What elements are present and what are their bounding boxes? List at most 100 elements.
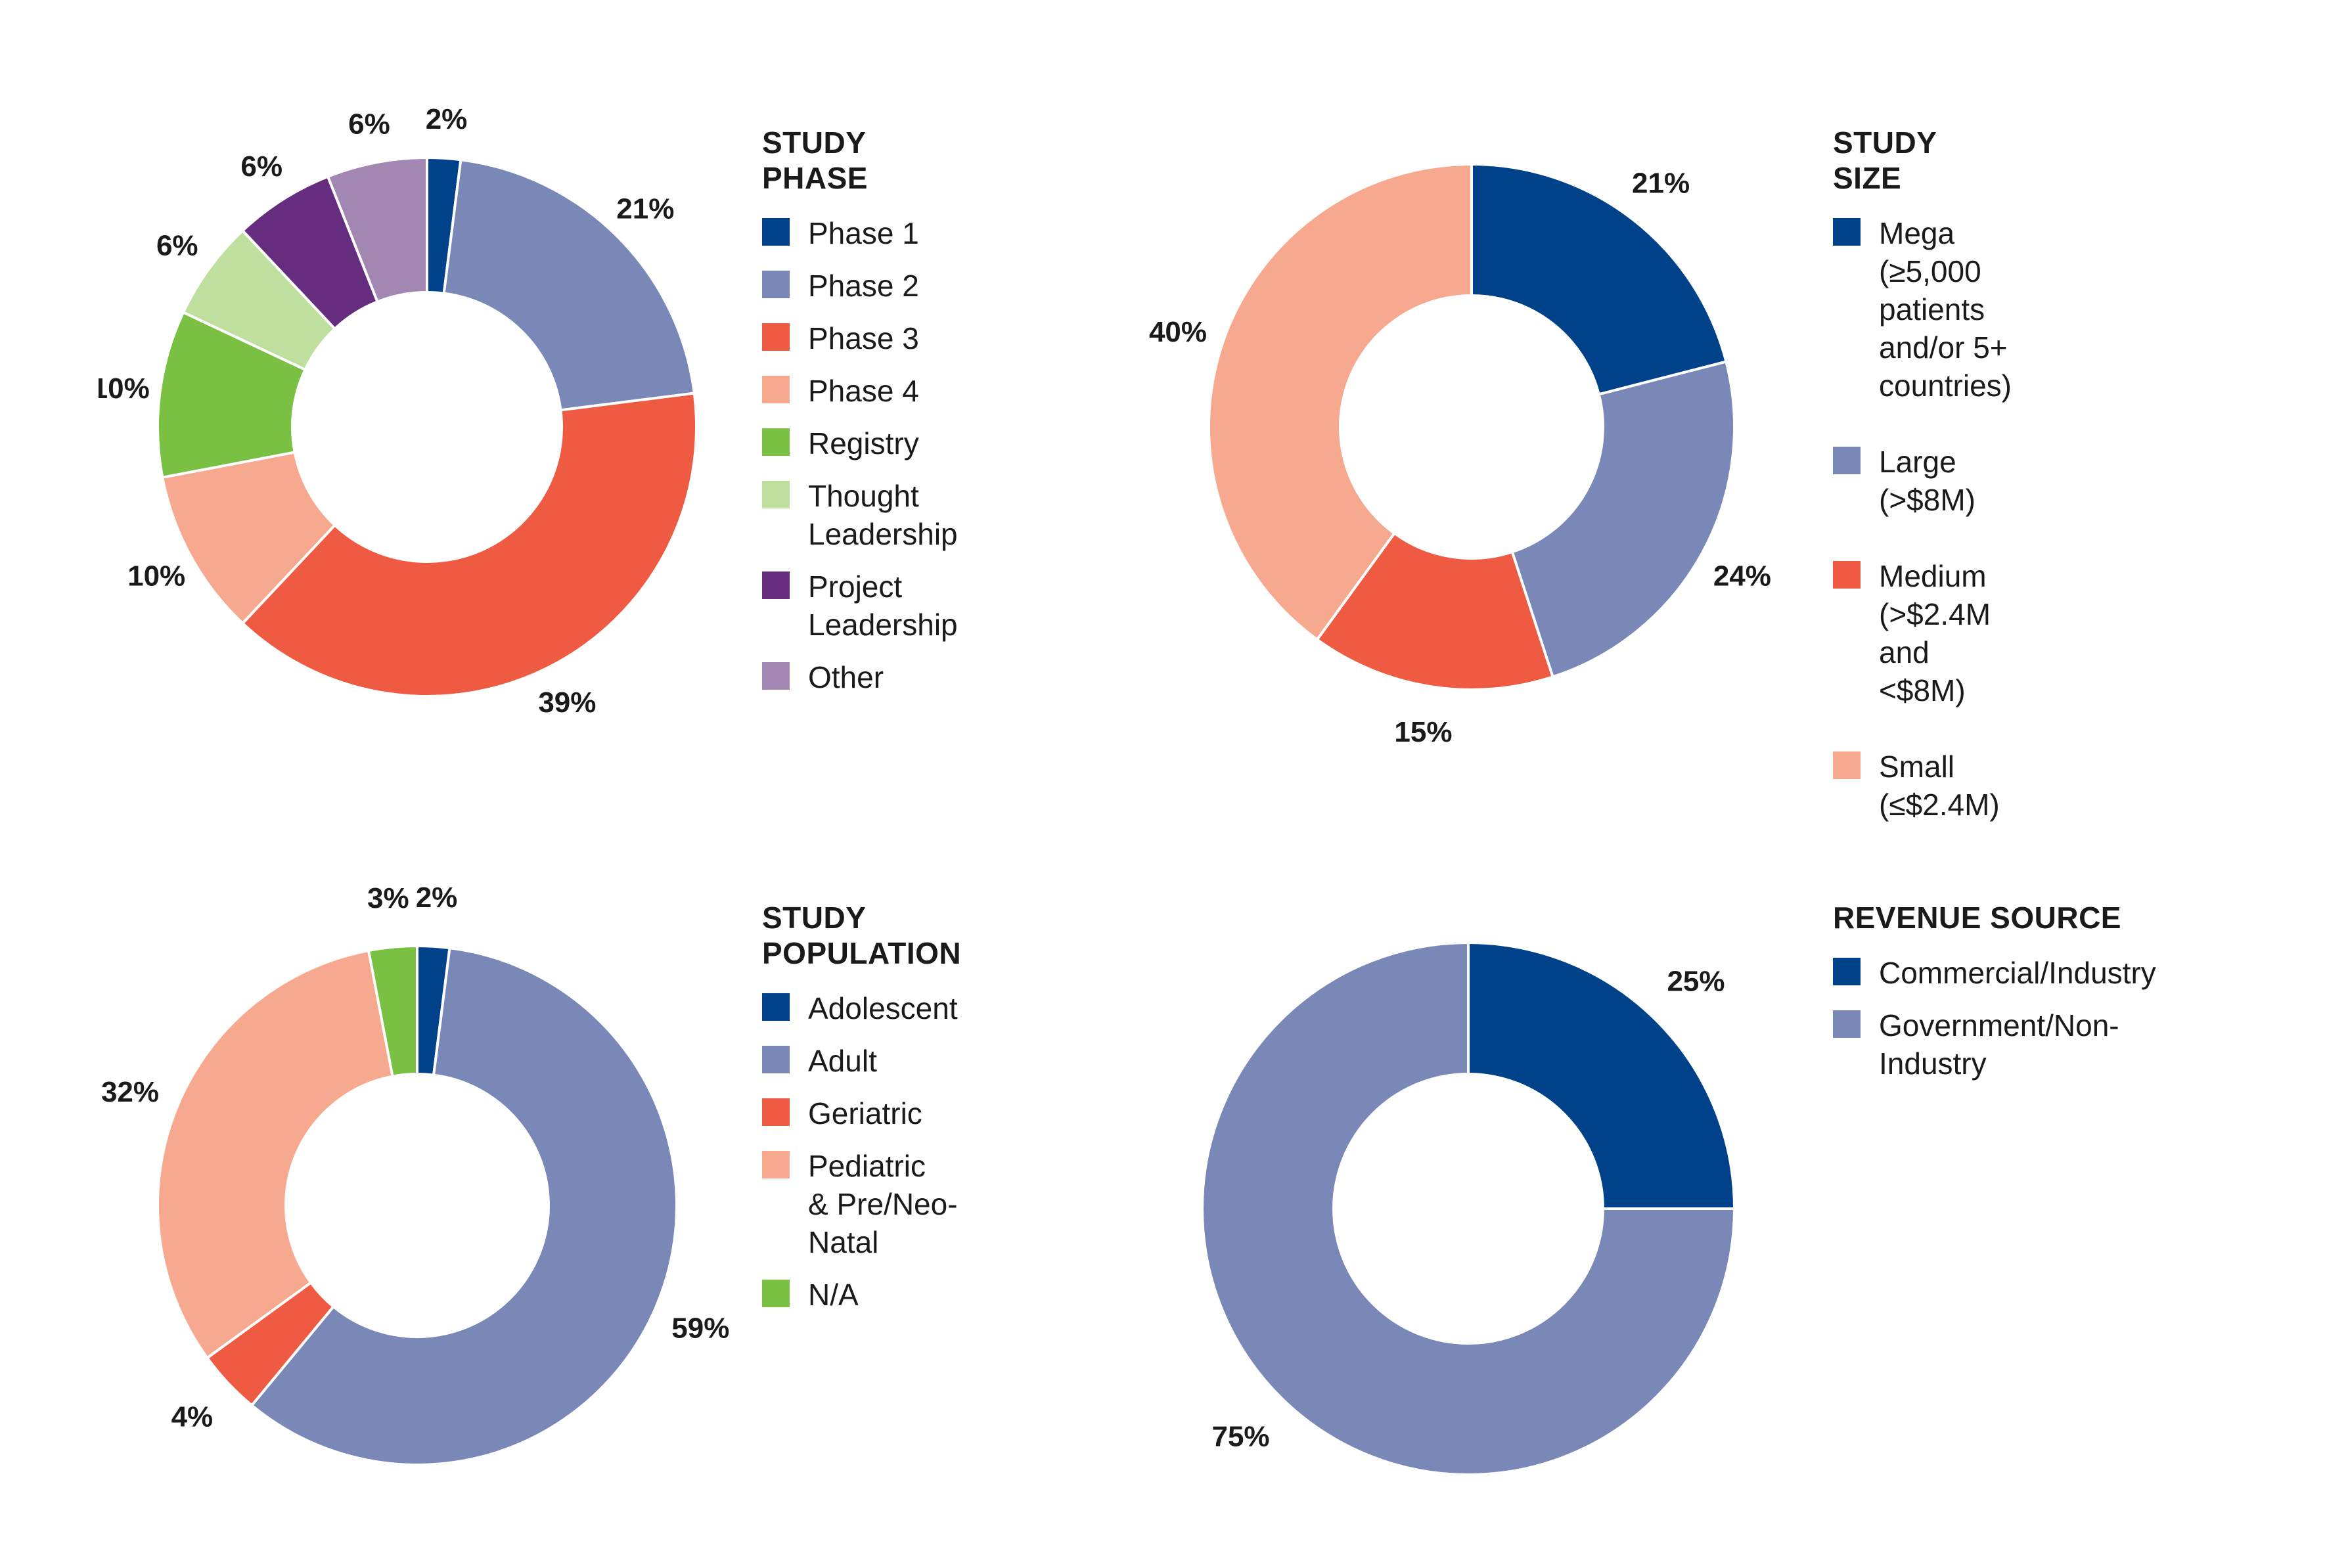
value-label-pediatric: 32% — [101, 1076, 159, 1108]
legend-item-medium: Medium (>$2.4M and <$8M) — [1833, 557, 2012, 709]
slice-large — [1510, 360, 1736, 679]
legend-item-thought-leadership: Thought Leadership — [762, 477, 958, 553]
legend-title: STUDY PHASE — [762, 125, 868, 195]
legend-label: Thought Leadership — [808, 479, 958, 551]
legend-label: Medium (>$2.4M and <$8M) — [1879, 559, 1991, 707]
slice-phase-4 — [160, 451, 337, 625]
legend-label: Large (>$8M) — [1879, 445, 1975, 517]
legend-label: Phase 2 — [808, 269, 919, 303]
legend-title: STUDY SIZE — [1833, 125, 1937, 195]
slice-pediatric — [156, 949, 394, 1360]
legend-swatch — [762, 271, 790, 298]
legend-swatch — [1833, 751, 1861, 779]
legend-swatch — [762, 376, 790, 403]
study-population-legend: STUDY POPULATION Adolescent Adult Geriatri… — [762, 900, 961, 1328]
value-label-n-a: 3% — [367, 882, 409, 914]
legend-item-phase-1: Phase 1 — [762, 214, 958, 252]
legend-swatch — [1833, 561, 1861, 589]
legend-label: Geriatric — [808, 1096, 922, 1131]
legend-swatch — [762, 1280, 790, 1307]
study-phase-donut: 2% 21% 39% 10% 10% 6% 6% 6% — [99, 103, 698, 719]
legend-label: Phase 3 — [808, 321, 919, 355]
value-label-phase-1: 2% — [426, 103, 468, 135]
legend-item-phase-2: Phase 2 — [762, 267, 958, 305]
legend-item-large: Large (>$8M) — [1833, 443, 2012, 519]
legend-swatch — [762, 1098, 790, 1126]
legend-item-adolescent: Adolescent — [762, 989, 961, 1027]
legend-label: Mega (≥5,000 patients and/or 5+ countrie… — [1879, 216, 2012, 403]
slice-government-non-industry — [1201, 941, 1736, 1476]
value-label-government-non-industry: 75% — [1211, 1420, 1269, 1452]
value-label-mega: 21% — [1632, 168, 1690, 200]
legend-label: Commercial/Industry — [1879, 956, 2156, 990]
revenue-source-legend: REVENUE SOURCE Commercial/Industry Govern… — [1833, 900, 2156, 1097]
legend-swatch — [762, 993, 790, 1021]
legend-label: Pediatric & Pre/Neo-Natal — [808, 1149, 958, 1259]
legend-swatch — [1833, 447, 1861, 474]
legend-title: REVENUE SOURCE — [1833, 901, 2121, 935]
legend-swatch — [762, 481, 790, 508]
slice-adult — [250, 946, 678, 1466]
legend-label: Small (≤$2.4M) — [1879, 750, 2000, 822]
legend-item-geriatric: Geriatric — [762, 1094, 961, 1132]
slice-phase-2 — [442, 158, 696, 412]
value-label-adult: 59% — [671, 1312, 729, 1345]
legend-label: Phase 1 — [808, 216, 919, 250]
value-label-small: 40% — [1149, 316, 1207, 348]
legend-label: Adolescent — [808, 991, 958, 1025]
value-label-commercial-industry: 25% — [1667, 966, 1725, 998]
legend-swatch — [762, 1151, 790, 1178]
value-label-phase-4: 10% — [127, 560, 185, 592]
value-label-adolescent: 2% — [416, 882, 458, 914]
study-population-donut: 2% 59% 4% 32% 3% — [101, 882, 729, 1466]
slice-mega — [1470, 162, 1728, 396]
legend-swatch — [1833, 958, 1861, 985]
legend-swatch — [762, 571, 790, 599]
value-label-phase-3: 39% — [538, 686, 596, 719]
value-label-project-leadership: 6% — [240, 150, 282, 183]
slice-other — [326, 156, 428, 303]
study-phase-legend: STUDY PHASE Phase 1 Phase 2 Phase 3 Phase 4… — [762, 125, 958, 711]
legend-item-mega: Mega (≥5,000 patients and/or 5+ countrie… — [1833, 214, 2012, 405]
value-label-geriatric: 4% — [171, 1401, 214, 1433]
slice-small — [1208, 162, 1473, 642]
legend-item-phase-4: Phase 4 — [762, 372, 958, 410]
legend-item-commercial-industry: Commercial/Industry — [1833, 954, 2156, 992]
legend-item-government-non-industry: Government/Non-Industry — [1833, 1006, 2156, 1083]
legend-item-adult: Adult — [762, 1042, 961, 1080]
legend-swatch — [1833, 1010, 1861, 1038]
legend-swatch — [762, 218, 790, 246]
legend-item-registry: Registry — [762, 424, 958, 462]
value-label-registry: 10% — [99, 372, 150, 405]
legend-swatch — [762, 662, 790, 690]
study-size-donut: 21% 24% 15% 40% — [1149, 162, 1771, 748]
slice-commercial-industry — [1467, 941, 1736, 1210]
legend-item-project-leadership: Project Leadership — [762, 568, 958, 644]
revenue-source-donut: 25% 75% — [1201, 941, 1736, 1476]
legend-item-n-a: N/A — [762, 1276, 961, 1314]
legend-swatch — [762, 1046, 790, 1073]
legend-item-other: Other — [762, 658, 958, 696]
legend-label: Other — [808, 660, 884, 694]
slice-phase-3 — [240, 392, 698, 698]
value-label-other: 6% — [348, 108, 390, 140]
value-label-large: 24% — [1713, 560, 1771, 592]
value-label-medium: 15% — [1394, 716, 1452, 748]
legend-item-pediatric: Pediatric & Pre/Neo-Natal — [762, 1147, 961, 1261]
legend-item-small: Small (≤$2.4M) — [1833, 748, 2012, 824]
legend-label: Government/Non-Industry — [1879, 1008, 2119, 1081]
legend-label: Project Leadership — [808, 570, 958, 642]
value-label-phase-2: 21% — [616, 193, 674, 225]
legend-label: Phase 4 — [808, 374, 919, 408]
study-size-legend: STUDY SIZE Mega (≥5,000 patients and/or … — [1833, 125, 2012, 862]
legend-label: N/A — [808, 1278, 859, 1312]
legend-label: Registry — [808, 426, 919, 460]
slice-medium — [1315, 531, 1555, 691]
legend-item-phase-3: Phase 3 — [762, 319, 958, 357]
slice-n-a — [367, 944, 418, 1078]
value-label-thought-leadership: 6% — [156, 230, 198, 262]
legend-label: Adult — [808, 1044, 877, 1078]
legend-swatch — [762, 323, 790, 351]
legend-title: STUDY POPULATION — [762, 901, 962, 970]
legend-swatch — [1833, 218, 1861, 246]
